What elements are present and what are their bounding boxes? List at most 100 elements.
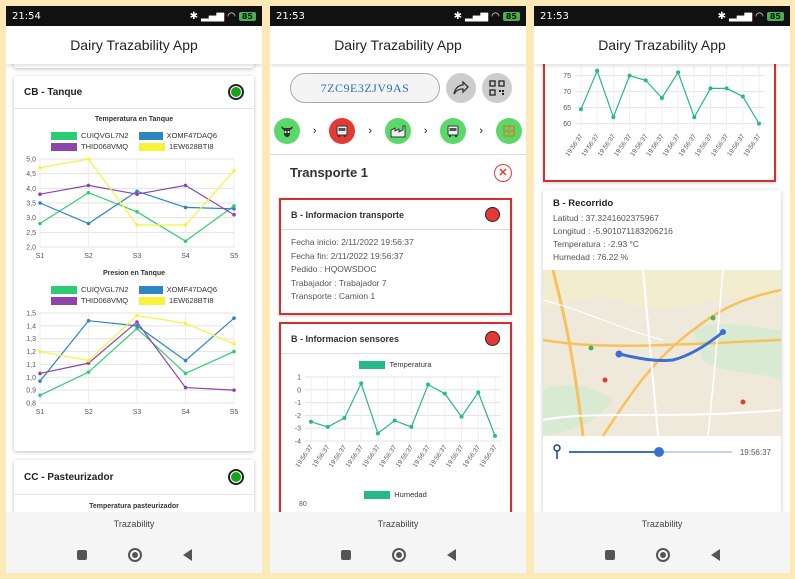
cow-step-icon[interactable] [274,118,300,144]
back-button[interactable] [710,548,720,561]
qr-code-icon [489,80,505,96]
x-tick-label: S4 [181,409,190,416]
y-tick-label: 1,0 [26,375,36,382]
previous-card [14,64,254,68]
route-line: Longitud : -5.901071183206216 [553,226,673,236]
press-chart-title: Presion en Tanque [102,270,166,277]
y-tick-label: 3,0 [26,215,36,222]
legend-item[interactable]: THID068VMQ [51,296,129,305]
recents-button[interactable] [604,549,615,560]
data-point [135,313,139,318]
y-tick-label: -4 [295,439,301,446]
slider-fill [569,451,659,453]
legend-item[interactable]: CUIQVGL7N2 [51,131,129,140]
legend-item[interactable]: THID068VMQ [51,142,129,151]
close-icon[interactable]: ✕ [494,163,512,182]
home-button[interactable] [655,547,670,562]
route-path [618,330,724,362]
data-point [442,391,447,396]
status-bar: 21:54 ✱ ▂▄▆ ◠ 85 [6,6,262,26]
route-line: Humedad : 76.22 % [553,252,629,262]
bottom-nav-trazability[interactable]: Trazability [270,512,526,536]
time-slider-row: 19:56:37 [543,436,781,459]
truck-step-icon[interactable] [329,118,356,144]
transport-title: Transporte 1 [290,165,369,180]
data-point [459,414,464,419]
scroll-content[interactable]: CB - Tanque Temperatura en Tanque CUIQVG… [6,64,262,512]
temp-chart-title: Temperatura en Tanque [94,116,174,123]
bottom-nav-trazability[interactable]: Trazability [534,512,790,536]
chevron-right-icon: › [312,125,317,137]
x-tick-label: S5 [230,253,239,260]
legend-item[interactable]: 1EW628BTI8 [139,296,217,305]
bottom-nav-trazability[interactable]: Trazability [6,512,262,536]
x-tick-label: S5 [230,409,239,416]
share-button[interactable] [446,73,476,103]
temp-legend: Temperatura [281,360,510,369]
y-tick-label: 1,1 [26,362,36,369]
legend-item[interactable]: XOMF47DAQ6 [139,131,217,140]
qr-scan-button[interactable] [482,73,512,103]
data-point [232,316,236,320]
y-tick-label: 75 [563,73,571,80]
legend-swatch [139,142,165,151]
home-button[interactable] [127,547,142,562]
series-line [310,381,496,437]
data-point [38,192,42,196]
legend-swatch [51,296,77,305]
data-point [392,418,397,423]
data-point [659,96,664,100]
pasteurizador-status-indicator [228,469,244,485]
data-point [579,107,583,112]
data-point [183,183,188,188]
back-button[interactable] [182,548,192,561]
scroll-content[interactable]: 7ZC9E3ZJV9AS › › › › [270,64,526,512]
shelf-step-icon[interactable] [495,118,522,144]
back-button[interactable] [446,548,456,561]
scroll-content[interactable]: 75 70 65 60 19:56:37 19:56:37 19:56:37 19:56:37… [534,64,790,512]
recents-button[interactable] [76,549,87,560]
bluetooth-icon: ✱ [453,10,463,22]
battery-icon: 85 [238,11,256,21]
route-end-marker [720,329,726,335]
y-tick-label: 4,5 [26,171,36,178]
x-tick-label: S3 [133,253,142,260]
legend-label: 1EW628BTI8 [169,142,214,151]
legend-label: XOMF47DAQ6 [166,285,217,294]
code-input[interactable]: 7ZC9E3ZJV9AS [290,73,440,103]
data-point [627,73,632,78]
transport-info-lines: Fecha inicio: 2/11/2022 19:56:37 Fecha f… [281,230,510,310]
info-line: Fecha inicio: 2/11/2022 19:56:37 [291,237,414,247]
x-tick-label: S3 [133,409,142,416]
legend-item[interactable]: CUIQVGL7N2 [51,285,129,294]
data-point [643,78,648,83]
y-tick-label: -3 [295,426,301,433]
data-point [86,190,91,195]
x-tick-label: S2 [84,409,93,416]
route-map[interactable] [543,270,781,436]
map-pin-icon [602,377,608,383]
slider-thumb[interactable] [653,447,664,457]
data-point [183,385,188,390]
route-title: B - Recorrido [553,198,614,209]
data-point [611,115,616,120]
data-point [232,388,236,392]
app-title: Dairy Trazability App [6,26,262,64]
humedad-card: 75 70 65 60 19:56:37 19:56:37 19:56:37 19:56:37… [543,64,776,182]
x-tick-label: S1 [36,253,45,260]
data-point [232,168,236,173]
y-tick-label: 1 [297,375,301,382]
route-line: Temperatura : -2.93 °C [553,239,640,249]
legend-item[interactable]: 1EW628BTI8 [139,142,217,151]
legend-item[interactable]: XOMF47DAQ6 [139,285,217,294]
delivery-truck-step-icon[interactable] [440,118,467,144]
chevron-right-icon: › [368,125,373,137]
factory-step-icon[interactable] [384,118,411,144]
status-fill [231,472,241,482]
data-point [135,189,139,194]
recents-button[interactable] [340,549,351,560]
temperatura-chart: 10-1-2-3-419:56:3719:56:3719:56:3719:56:… [294,375,501,469]
code-search-row: 7ZC9E3ZJV9AS [290,72,514,104]
home-button[interactable] [391,547,406,562]
time-slider[interactable] [569,447,732,457]
